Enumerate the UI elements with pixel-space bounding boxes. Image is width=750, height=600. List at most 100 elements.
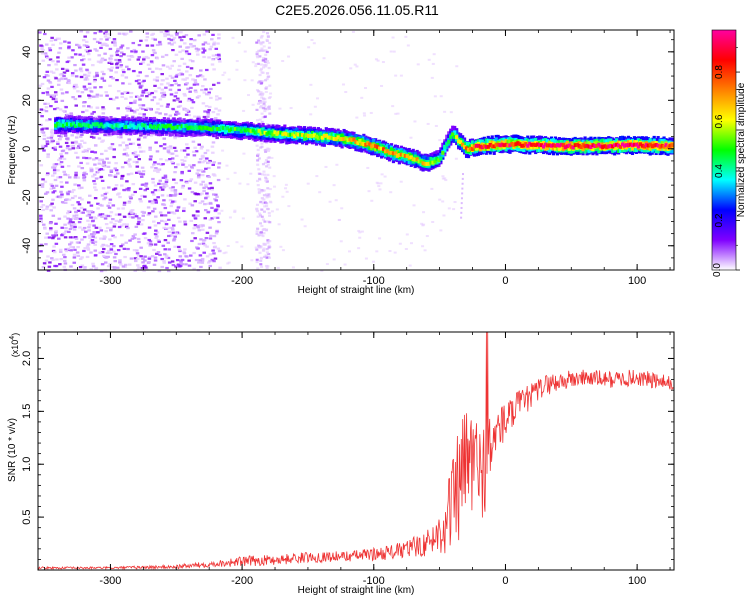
noise-cell <box>183 42 187 45</box>
noise-cell <box>48 118 52 121</box>
noise-cell <box>79 75 84 79</box>
noise-cell <box>108 147 113 150</box>
noise-cell <box>50 257 54 260</box>
noise-cell <box>443 177 447 180</box>
ridge-cell <box>577 143 581 148</box>
noise-cell <box>216 178 221 182</box>
noise-cell <box>74 104 79 107</box>
noise-cell <box>264 264 268 268</box>
noise-cell <box>122 201 127 204</box>
noise-cell <box>442 214 446 217</box>
noise-cell <box>126 105 131 108</box>
noise-cell <box>134 50 138 53</box>
spectrogram-frame <box>37 29 675 271</box>
ridge-cell <box>522 143 526 148</box>
noise-cell <box>199 69 203 72</box>
noise-cell <box>257 191 261 195</box>
noise-cell <box>75 43 79 46</box>
noise-cell <box>259 259 263 262</box>
noise-cell <box>53 38 58 42</box>
noise-cell <box>143 232 147 235</box>
noise-cell <box>79 67 83 70</box>
noise-cell <box>134 79 139 83</box>
noise-cell <box>187 113 192 117</box>
noise-cell <box>255 54 259 57</box>
noise-cell <box>328 200 332 203</box>
noise-cell <box>133 153 137 156</box>
noise-cell <box>48 222 53 225</box>
noise-cell <box>77 95 82 98</box>
noise-cell <box>117 225 122 229</box>
noise-cell <box>173 79 177 82</box>
noise-cell <box>263 115 267 119</box>
noise-cell <box>82 85 87 88</box>
ridge-cell <box>358 139 362 143</box>
noise-cell <box>88 194 92 197</box>
ridge-cell <box>597 142 601 147</box>
ridge-cell <box>387 150 392 155</box>
noise-cell <box>164 184 169 188</box>
ridge-cell <box>259 131 263 136</box>
noise-cell <box>320 269 324 272</box>
noise-cell <box>50 174 55 177</box>
noise-cell <box>126 160 131 163</box>
y-tick-label: 1.5 <box>21 404 33 419</box>
ridge-cell <box>99 122 103 127</box>
noise-cell <box>145 74 149 78</box>
noise-cell <box>51 249 56 253</box>
noise-cell <box>136 138 141 141</box>
noise-cell <box>169 147 174 150</box>
noise-cell <box>162 147 167 150</box>
ridge-cell <box>107 123 111 128</box>
noise-cell <box>205 245 209 248</box>
noise-cell <box>45 207 49 211</box>
noise-cell <box>265 50 269 54</box>
noise-cell <box>238 182 242 185</box>
noise-cell <box>216 113 220 116</box>
ridge-cell <box>233 127 238 131</box>
spectrogram-x-ticks: -300 -200 -100 0 100 <box>44 30 671 287</box>
noise-cell <box>146 63 151 66</box>
noise-cell <box>153 161 157 164</box>
noise-cell <box>258 214 262 217</box>
noise-cell <box>82 176 86 180</box>
noise-cell <box>92 173 97 176</box>
noise-cell <box>120 92 125 95</box>
noise-cell <box>172 36 177 39</box>
noise-cell <box>143 237 148 240</box>
noise-cell <box>182 207 186 210</box>
noise-cell <box>270 210 274 213</box>
figure-title: C2E5.2026.056.11.05.R11 <box>275 2 439 18</box>
noise-cell <box>265 204 269 208</box>
noise-cell <box>80 59 84 62</box>
ridge-cell <box>253 130 257 135</box>
noise-cell <box>58 163 62 166</box>
ridge-cell <box>425 162 429 166</box>
snr-series <box>37 331 675 571</box>
noise-cell <box>184 263 188 266</box>
noise-cell <box>63 259 67 262</box>
noise-cell <box>267 244 271 247</box>
noise-cell <box>262 198 266 201</box>
noise-cell <box>184 108 188 111</box>
ridge-cell <box>411 157 415 162</box>
noise-cell <box>307 46 311 49</box>
noise-cell <box>360 230 364 233</box>
ridge-cell <box>287 133 291 137</box>
noise-cell <box>41 204 46 207</box>
noise-cell <box>94 226 99 229</box>
ridge-cell <box>267 130 271 135</box>
noise-cell <box>121 265 126 268</box>
noise-cell <box>81 150 86 153</box>
noise-cell <box>273 185 277 188</box>
noise-cell <box>84 230 88 233</box>
noise-cell <box>256 163 260 166</box>
ridge-cell <box>561 143 565 152</box>
noise-cell <box>93 86 97 89</box>
noise-cell <box>41 108 46 112</box>
noise-cell <box>188 74 193 77</box>
ridge-cell <box>536 142 540 147</box>
noise-cell <box>153 38 158 41</box>
noise-cell <box>169 194 173 197</box>
noise-cell <box>262 227 266 231</box>
